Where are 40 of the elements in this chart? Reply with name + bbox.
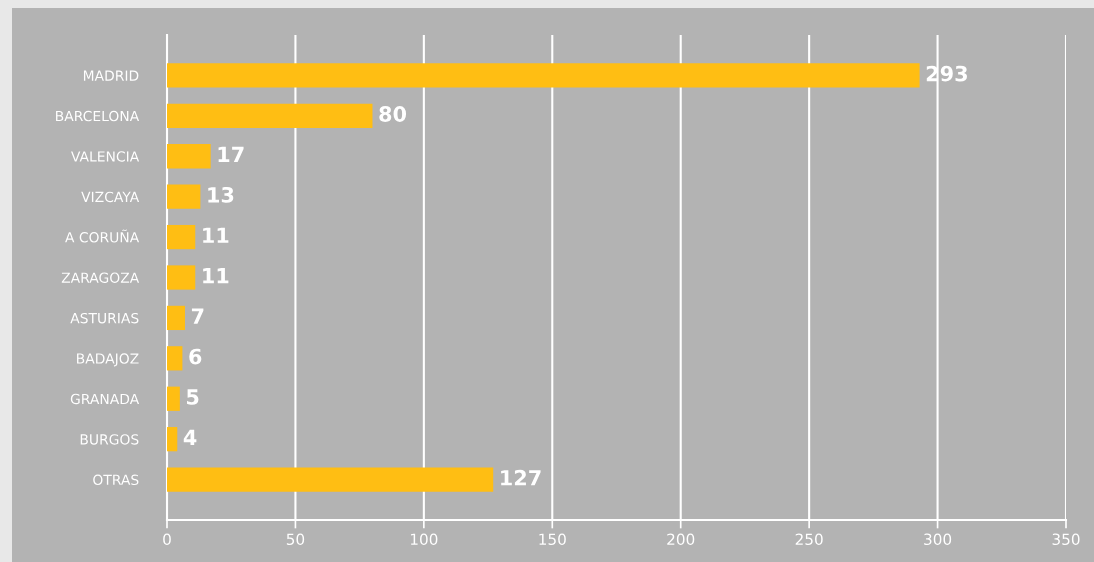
- data-label: 127: [501, 469, 541, 486]
- y-tick-label: OTRAS: [93, 474, 139, 486]
- y-tick-label: VALENCIA: [71, 151, 140, 162]
- data-label: 6: [189, 348, 202, 365]
- x-tick-label: 250: [795, 533, 823, 546]
- x-tick-label: 0: [163, 533, 171, 546]
- y-tick-label: VIZCAYA: [81, 191, 140, 203]
- y-tick-label: BURGOS: [80, 434, 139, 445]
- bar: [167, 265, 196, 290]
- data-label: 11: [203, 227, 229, 243]
- bar: [167, 427, 178, 452]
- bar: [167, 63, 920, 88]
- data-label: 11: [203, 268, 229, 284]
- x-tick-label: 100: [410, 533, 438, 546]
- y-tick-label: ZARAGOZA: [61, 272, 140, 283]
- data-label: 17: [218, 146, 244, 162]
- y-tick-label: GRANADA: [70, 393, 140, 405]
- x-tick-label: 300: [924, 533, 952, 546]
- bar: [167, 467, 494, 492]
- data-label: 13: [208, 186, 234, 203]
- y-tick-label: BADAJOZ: [77, 353, 139, 367]
- bar: [167, 224, 196, 250]
- y-tick-label: BARCELONA: [56, 110, 140, 122]
- bar: [167, 305, 185, 331]
- y-tick-label: ASTURIAS: [70, 312, 139, 324]
- x-tick-label: 150: [539, 533, 566, 546]
- bar: [167, 103, 373, 128]
- data-label: 7: [191, 308, 204, 324]
- y-tick-label: A CORUÑA: [65, 229, 140, 243]
- data-label: 80: [379, 106, 407, 122]
- x-tick-label: 200: [667, 533, 695, 546]
- bar: [167, 386, 180, 411]
- x-tick-label: 50: [286, 533, 305, 546]
- bar: [167, 144, 211, 169]
- x-tick-label: 350: [1052, 533, 1080, 546]
- bar: [167, 346, 183, 371]
- bar: [167, 184, 201, 209]
- data-label: 4: [183, 429, 197, 445]
- y-tick-label: MADRID: [83, 70, 139, 81]
- data-label: 5: [187, 389, 199, 405]
